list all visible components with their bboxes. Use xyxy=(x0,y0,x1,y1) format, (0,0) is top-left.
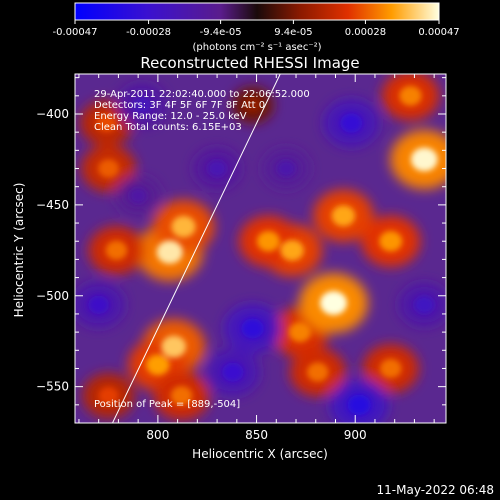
solar-limb-line xyxy=(112,74,281,423)
heatmap-blob-core xyxy=(88,295,109,314)
heatmap-blob-core xyxy=(331,205,356,227)
heatmap-blob-core xyxy=(256,230,280,252)
heatmap-blob-core xyxy=(288,322,312,343)
heatmap-blob-core xyxy=(340,113,363,133)
x-tick-label: 900 xyxy=(344,428,367,442)
annotation-clean-counts: Clean Total counts: 6.15E+03 xyxy=(94,122,242,133)
annotation-time-range: 29-Apr-2011 22:02:40.000 to 22:06:52.000 xyxy=(94,89,310,100)
peak-position-label: Position of Peak = [889,-504] xyxy=(94,399,240,410)
heatmap-blob-core xyxy=(277,160,296,177)
heatmap-blob-core xyxy=(132,96,152,114)
y-tick-label: −450 xyxy=(36,198,69,212)
colorbar: -0.00047 -0.00028 -9.4e-05 9.4e-05 0.00028 0.… xyxy=(53,2,460,53)
heatmap-blob-core xyxy=(414,295,435,314)
heatmap-cores xyxy=(88,85,438,416)
heatmap-blob-core xyxy=(410,147,438,172)
plot-area: 800 850 900 −550 −500 −450 −400 29-Apr-2011 22… xyxy=(36,73,447,442)
y-tick-label: −400 xyxy=(36,107,69,121)
heatmap-blob-core xyxy=(306,362,329,382)
heatmap-blob-core xyxy=(379,358,402,379)
heatmap-blob-core xyxy=(399,85,422,106)
annotation-energy-range: Energy Range: 12.0 - 25.0 keV xyxy=(94,111,247,122)
heatmap-blob-core xyxy=(97,159,120,178)
heatmap-blob-core xyxy=(280,239,304,261)
y-tick-label: −500 xyxy=(36,289,69,303)
heatmap-blob-core xyxy=(347,394,371,416)
heatmap-blob-core xyxy=(96,113,117,133)
heatmap-blob-core xyxy=(105,240,128,261)
y-axis-label: Heliocentric Y (arcsec) xyxy=(12,183,26,318)
heatmap-blob-core xyxy=(156,240,183,264)
heatmap-blob-core xyxy=(129,188,147,204)
heatmap-blob-core xyxy=(161,335,187,358)
colorbar-tick-label: 9.4e-05 xyxy=(274,27,312,38)
heatmap-blob-core xyxy=(379,230,403,252)
colorbar-tick-label: -0.00028 xyxy=(126,27,171,38)
plot-frame xyxy=(74,73,447,424)
colorbar-tick-label: 0.00028 xyxy=(345,27,386,38)
heatmap-blob-core xyxy=(241,318,264,339)
footer-timestamp: 11-May-2022 06:48 xyxy=(377,483,494,497)
annotation-block: 29-Apr-2011 22:02:40.000 to 22:06:52.000… xyxy=(94,89,310,133)
heatmap-blob-core xyxy=(98,386,119,405)
heatmap-blob-core xyxy=(207,160,227,177)
colorbar-label: (photons cm⁻² s⁻¹ asec⁻²) xyxy=(192,42,321,53)
x-axis-label: Heliocentric X (arcsec) xyxy=(192,447,328,461)
y-tick-label: −550 xyxy=(36,380,69,394)
heatmap-blob-core xyxy=(222,362,244,382)
heatmap-blob-core xyxy=(146,354,170,376)
axis-ticks: 800 850 900 −550 −500 −450 −400 xyxy=(36,74,446,442)
heatmap-blob-core xyxy=(170,386,193,406)
annotation-detectors: Detectors: 3F 4F 5F 6F 7F 8F Att 0 xyxy=(94,100,265,111)
x-tick-label: 800 xyxy=(146,428,169,442)
chart-title: Reconstructed RHESSI Image xyxy=(140,54,359,72)
colorbar-tick-label: -9.4e-05 xyxy=(200,27,242,38)
colorbar-tick-label: 0.00047 xyxy=(418,27,459,38)
heatmap-blob-core xyxy=(171,215,196,238)
colorbar-gradient xyxy=(74,2,440,21)
heatmap-blob-core xyxy=(244,97,261,113)
colorbar-ticks: -0.00047 -0.00028 -9.4e-05 9.4e-05 0.00028 0.… xyxy=(53,20,460,38)
heatmap-blob-core xyxy=(320,291,348,316)
colorbar-tick-label: -0.00047 xyxy=(53,27,98,38)
x-tick-label: 850 xyxy=(245,428,268,442)
